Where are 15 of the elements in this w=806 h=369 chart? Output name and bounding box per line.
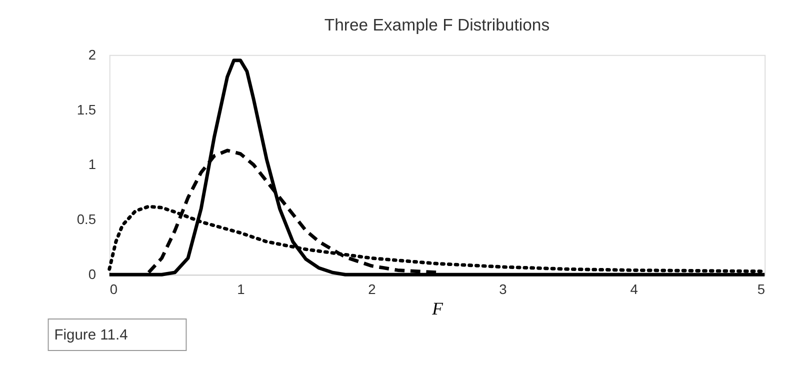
caption: Figure 11.4: [54, 328, 128, 344]
x-tick-label: 0: [110, 282, 118, 297]
line-series: [108, 58, 766, 276]
y-tick-label: 1: [88, 157, 96, 172]
y-tick-label: 1.5: [76, 102, 96, 118]
x-tick-label: 5: [757, 282, 766, 297]
x-tick-label: 4: [630, 282, 638, 297]
x-tick-label: 3: [499, 282, 508, 297]
y-tick-label: 0.5: [76, 212, 96, 228]
y-tick-label: 0: [88, 267, 96, 282]
x-tick-label: 2: [368, 282, 376, 297]
y-tick-label: 2: [88, 47, 96, 62]
chart-title: Three Example F Distributions: [324, 15, 550, 34]
x-tick-label: 1: [237, 282, 245, 297]
x-axis-title: F: [431, 298, 444, 319]
